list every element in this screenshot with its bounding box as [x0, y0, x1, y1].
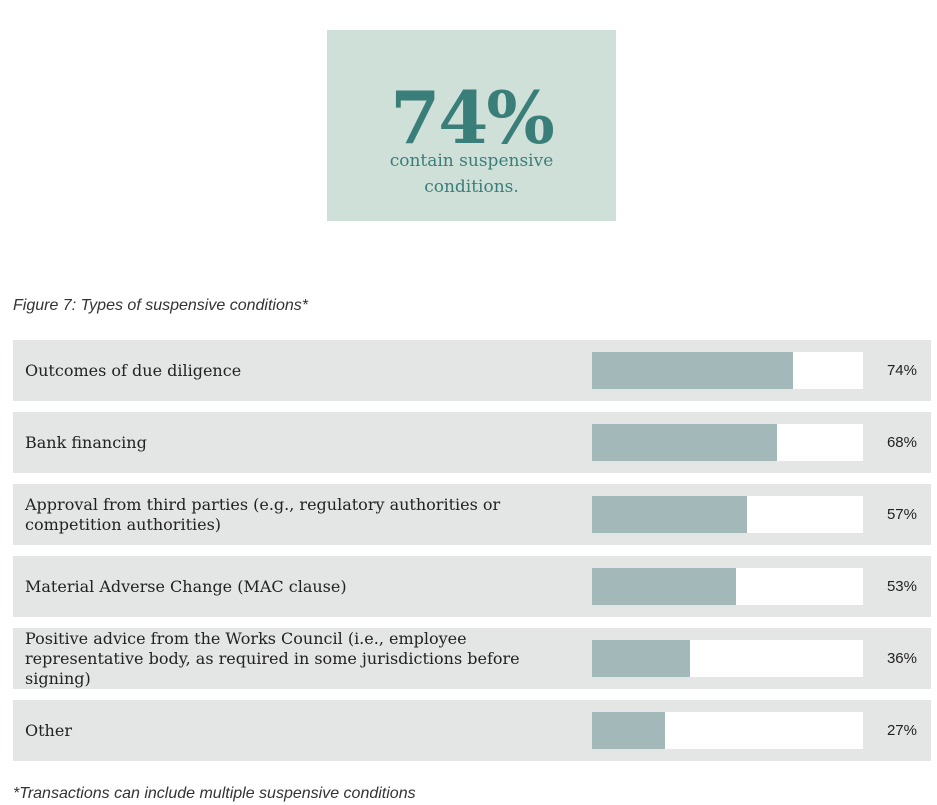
chart-row: Material Adverse Change (MAC clause) 53%	[13, 556, 931, 617]
chart-row: Other 27%	[13, 700, 931, 761]
bar-chart: Outcomes of due diligence 74% Bank financi…	[13, 340, 931, 772]
bar	[592, 568, 736, 605]
bar-track	[592, 640, 863, 677]
footnote: *Transactions can include multiple suspe…	[13, 785, 416, 802]
data-label: 74%	[886, 362, 917, 379]
stat-value: 74%	[390, 75, 555, 160]
bar-track	[592, 424, 863, 461]
chart-row: Bank financing 68%	[13, 412, 931, 473]
chart-row: Approval from third parties (e.g., regul…	[13, 484, 931, 545]
category-label: Positive advice from the Works Council (…	[25, 628, 520, 688]
stat-highlight-box: 74% contain suspensive conditions.	[327, 30, 616, 221]
bar	[592, 424, 777, 461]
category-label: Bank financing	[25, 432, 147, 452]
bar	[592, 712, 666, 749]
figure-title: Figure 7: Types of suspensive conditions…	[13, 297, 308, 314]
bar-track	[592, 568, 863, 605]
bar	[592, 496, 747, 533]
bar	[592, 352, 793, 389]
data-label: 27%	[886, 722, 917, 739]
data-label: 68%	[886, 434, 917, 451]
bar-track	[592, 712, 863, 749]
data-label: 53%	[886, 578, 917, 595]
category-label: Other	[25, 720, 72, 740]
bar-track	[592, 352, 863, 389]
chart-row: Positive advice from the Works Council (…	[13, 628, 931, 689]
bar-track	[592, 496, 863, 533]
data-label: 36%	[886, 650, 917, 667]
category-label: Material Adverse Change (MAC clause)	[25, 576, 347, 596]
bar	[592, 640, 690, 677]
category-label: Outcomes of due diligence	[25, 360, 242, 380]
data-label: 57%	[886, 506, 917, 523]
stat-caption: contain suspensive conditions.	[389, 151, 554, 197]
category-label: Approval from third parties (e.g., regul…	[25, 494, 501, 534]
chart-row: Outcomes of due diligence 74%	[13, 340, 931, 401]
